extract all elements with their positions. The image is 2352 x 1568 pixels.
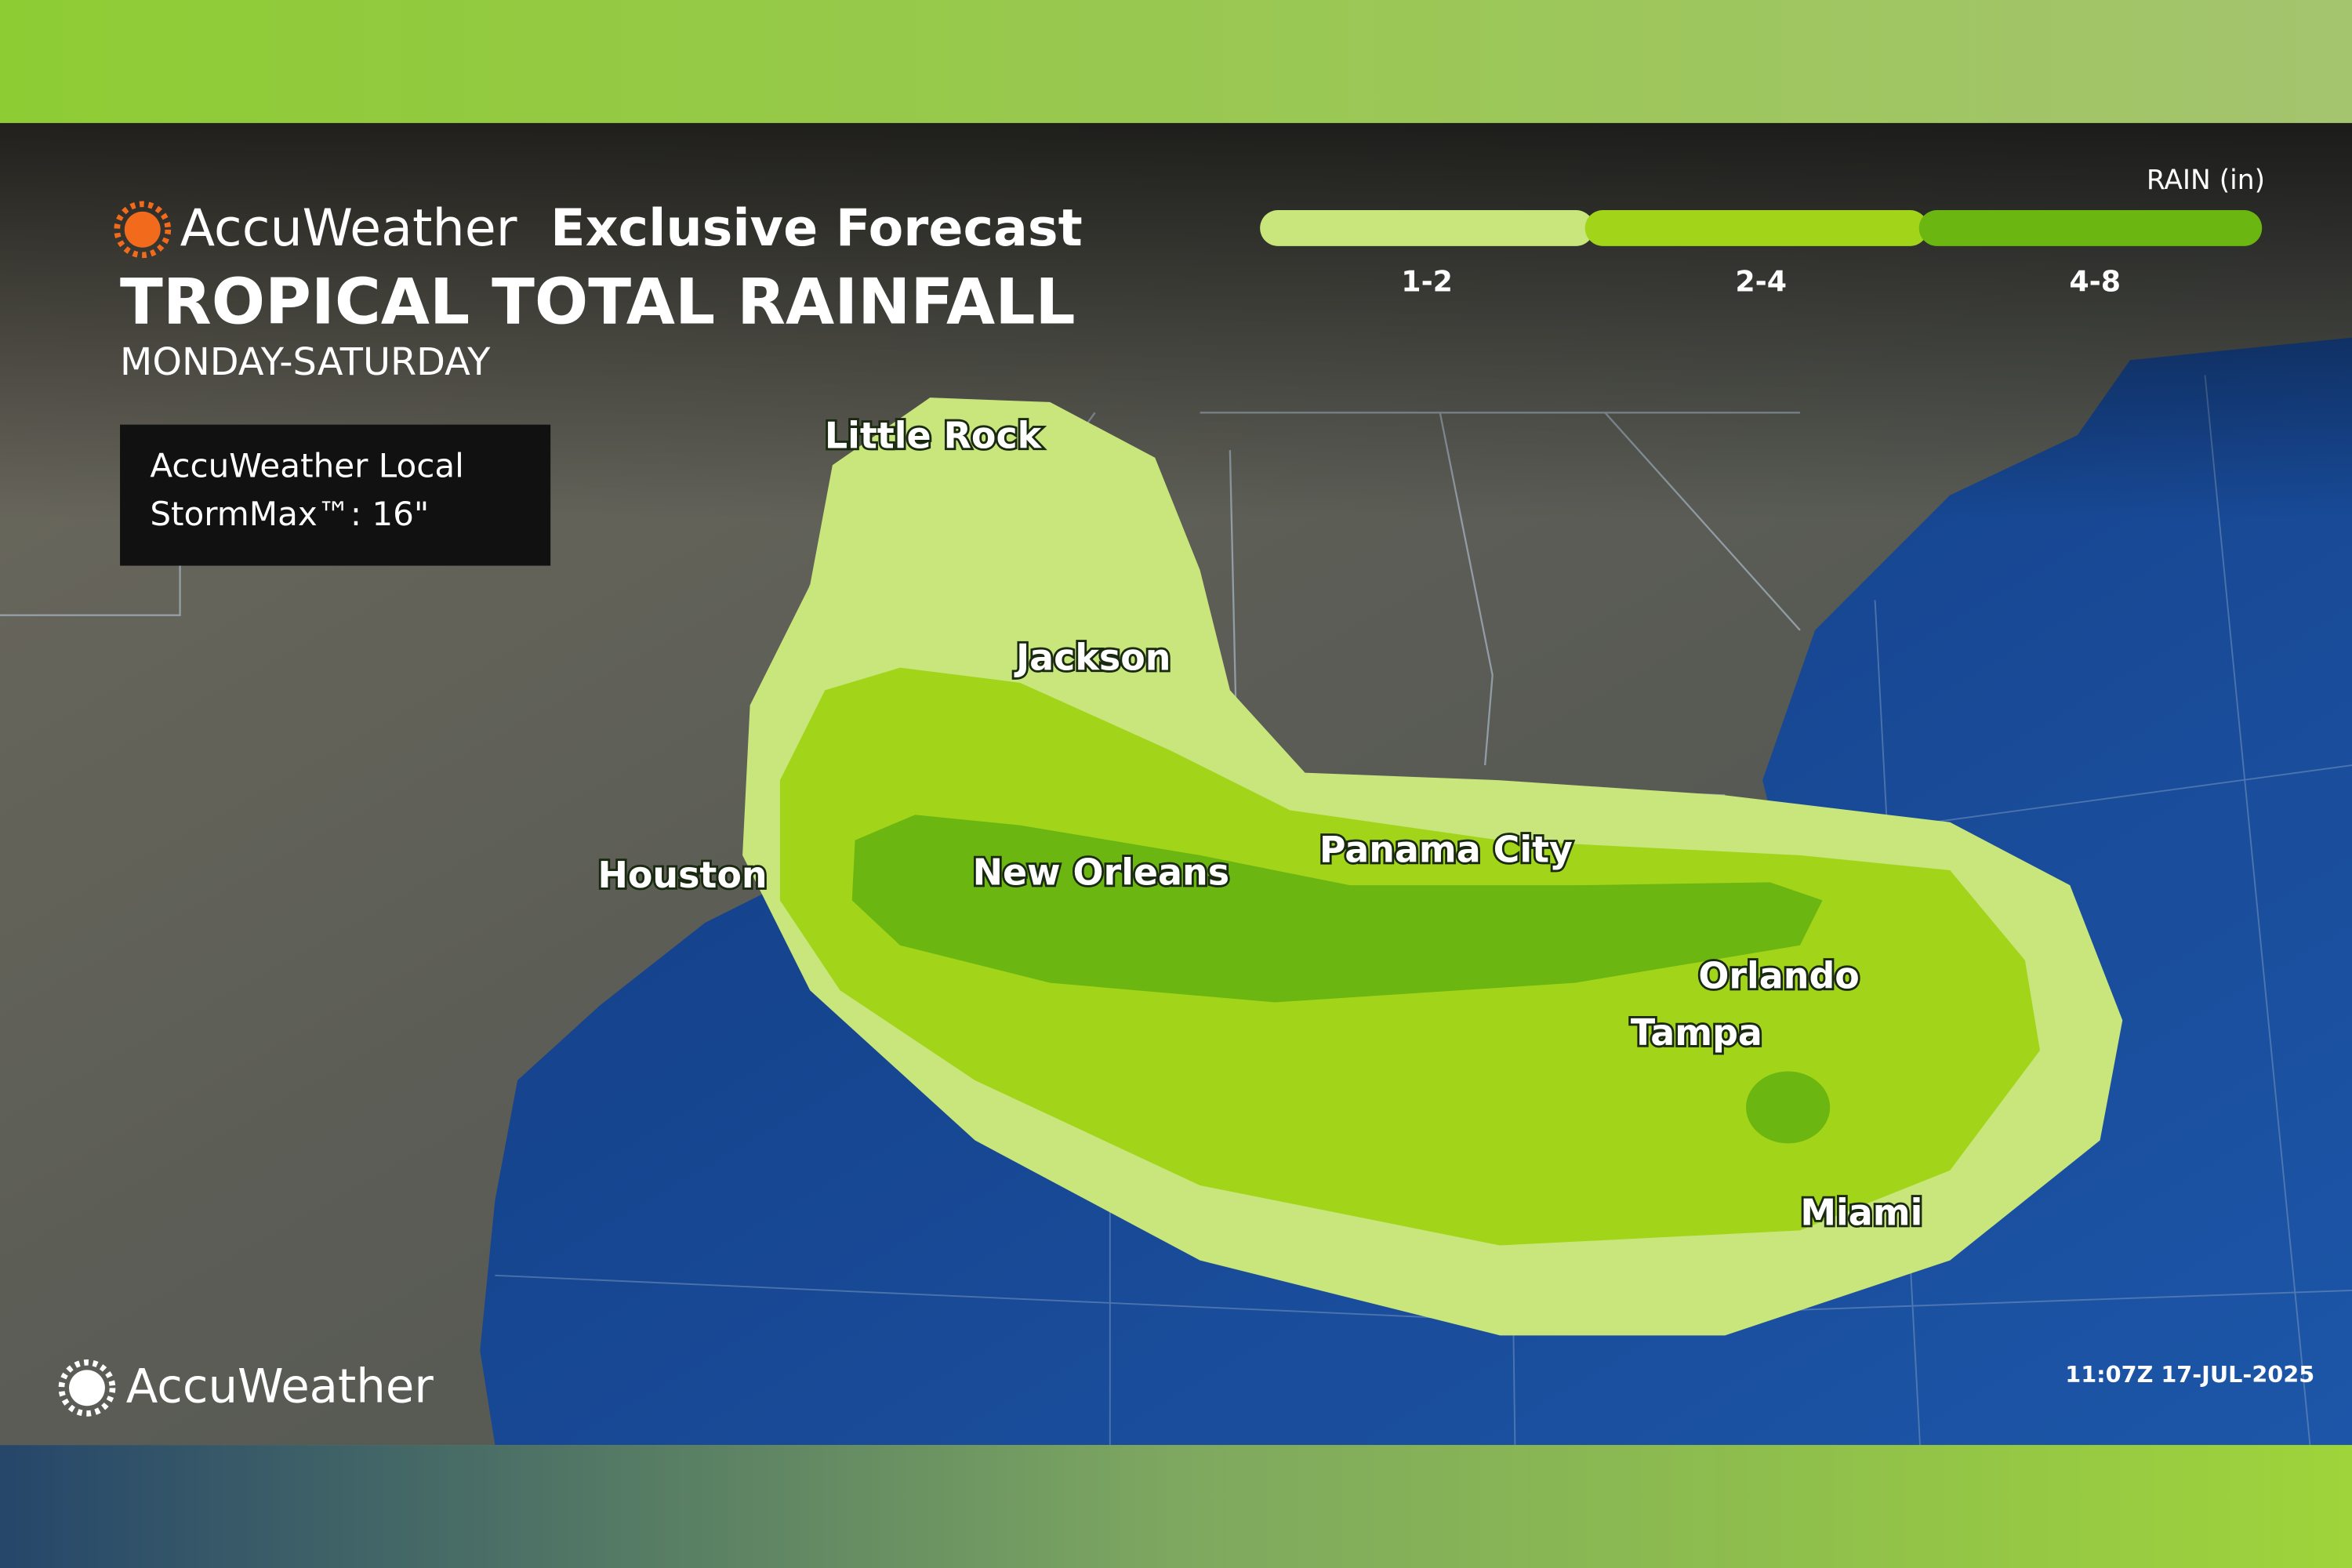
legend-bar: 1-2 2-4 4-8	[1260, 209, 2263, 299]
city-label: Tampa	[1631, 1011, 1762, 1054]
stormmax-line: StormMax™: 16"	[150, 495, 429, 533]
footer-sun-icon	[58, 1359, 116, 1417]
rain-zone	[1746, 1071, 1831, 1144]
city-label: Panama City	[1319, 829, 1573, 871]
legend-segment	[1584, 209, 1929, 246]
city-label: Little Rock	[825, 414, 1043, 456]
timestamp: 11:07Z 17-JUL-2025	[2065, 1361, 2314, 1388]
city-label: New Orleans	[973, 851, 1229, 893]
top-band	[0, 0, 2352, 123]
sun-icon	[114, 201, 172, 259]
legend-segment	[1918, 209, 2263, 246]
city-labels: Little Rock Jackson Houston New Orleans Pana…	[596, 412, 1926, 1236]
brand: AccuWeather	[180, 199, 517, 258]
legend-label: 2-4	[1735, 265, 1787, 299]
city-label: Jackson	[1014, 637, 1171, 679]
label: Exclusive Forecast	[550, 199, 1083, 258]
stormmax-box	[120, 424, 551, 566]
bottom-band	[0, 1445, 2352, 1568]
city-label: Houston	[597, 854, 767, 896]
legend-title: RAIN (in)	[2147, 165, 2265, 196]
title: TROPICAL TOTAL RAINFALL	[120, 264, 1076, 338]
legend-label: 4-8	[2069, 265, 2121, 299]
city-label: Miami	[1800, 1192, 1922, 1234]
subtitle: MONDAY-SATURDAY	[120, 341, 491, 384]
stormmax-line: AccuWeather Local	[150, 447, 464, 485]
legend-label: 1-2	[1401, 265, 1453, 299]
city-label: Orlando	[1698, 954, 1859, 996]
legend-segment	[1260, 209, 1595, 246]
footer-brand: AccuWeather	[126, 1359, 434, 1413]
rain-zone	[851, 815, 1823, 1003]
